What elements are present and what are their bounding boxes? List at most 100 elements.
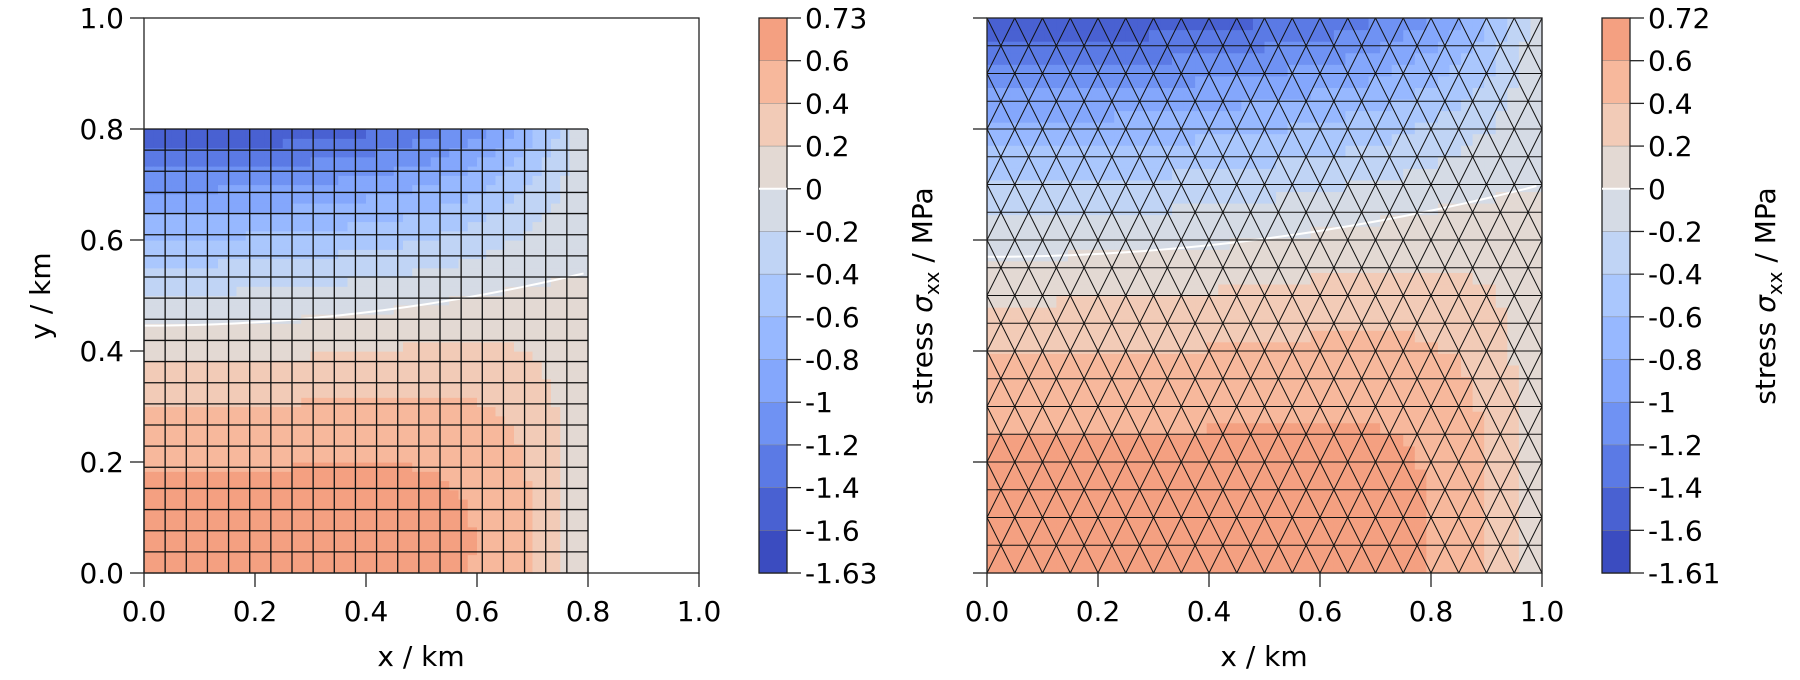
field-cell xyxy=(320,259,330,269)
field-cell xyxy=(560,527,570,537)
field-cell xyxy=(449,379,459,389)
field-cell xyxy=(1091,469,1103,481)
field-cell xyxy=(311,388,321,398)
field-cell xyxy=(357,351,367,361)
field-cell xyxy=(1080,226,1092,238)
field-cell xyxy=(311,416,321,426)
field-cell xyxy=(533,407,543,417)
field-cell xyxy=(468,527,478,537)
field-cell xyxy=(1530,284,1542,296)
field-cell xyxy=(1415,307,1427,319)
field-cell xyxy=(1230,388,1242,400)
field-cell xyxy=(357,499,367,509)
field-cell xyxy=(551,416,561,426)
field-cell xyxy=(209,499,219,509)
field-cell xyxy=(560,194,570,204)
field-cell xyxy=(144,397,154,407)
field-cell xyxy=(264,397,274,407)
field-cell xyxy=(514,138,524,148)
field-cell xyxy=(533,259,543,269)
field-cell xyxy=(1496,457,1508,469)
field-cell xyxy=(338,286,348,296)
field-cell xyxy=(1172,400,1184,412)
field-cell xyxy=(987,284,999,296)
field-cell xyxy=(1080,64,1092,76)
field-cell xyxy=(422,203,432,213)
field-cell xyxy=(1322,423,1334,435)
field-cell xyxy=(514,277,524,287)
field-cell xyxy=(144,203,154,213)
field-cell xyxy=(283,138,293,148)
field-cell xyxy=(1438,492,1450,504)
field-cell xyxy=(1033,226,1045,238)
colorbar-tick-label: -0.6 xyxy=(805,301,860,334)
field-cell xyxy=(1369,388,1381,400)
field-cell xyxy=(551,518,561,528)
field-cell xyxy=(1218,353,1230,365)
field-cell xyxy=(459,379,469,389)
field-cell xyxy=(1530,272,1542,284)
field-cell xyxy=(403,536,413,546)
field-cell xyxy=(1253,157,1265,169)
field-cell xyxy=(366,259,376,269)
field-cell xyxy=(570,286,580,296)
field-cell xyxy=(1438,76,1450,88)
field-cell xyxy=(1461,215,1473,227)
field-cell xyxy=(190,453,200,463)
field-cell xyxy=(1056,191,1068,203)
field-cell xyxy=(542,490,552,500)
field-cell xyxy=(255,305,265,315)
field-cell xyxy=(412,379,422,389)
field-cell xyxy=(1241,538,1253,550)
field-cell xyxy=(505,370,515,380)
field-cell xyxy=(1461,134,1473,146)
field-cell xyxy=(449,194,459,204)
field-cell xyxy=(311,259,321,269)
field-cell xyxy=(311,268,321,278)
field-cell xyxy=(403,148,413,158)
field-cell xyxy=(1149,191,1161,203)
field-cell xyxy=(246,518,256,528)
field-cell xyxy=(1056,446,1068,458)
field-cell xyxy=(1345,157,1357,169)
field-cell xyxy=(1218,330,1230,342)
field-cell xyxy=(422,518,432,528)
field-cell xyxy=(1091,481,1103,493)
field-cell xyxy=(1403,561,1415,573)
field-cell xyxy=(1045,296,1057,308)
field-cell xyxy=(320,305,330,315)
field-cell xyxy=(246,434,256,444)
field-cell xyxy=(514,240,524,250)
field-cell xyxy=(1253,76,1265,88)
field-cell xyxy=(209,425,219,435)
field-cell xyxy=(246,323,256,333)
field-cell xyxy=(1022,215,1034,227)
field-cell xyxy=(1080,446,1092,458)
field-cell xyxy=(153,379,163,389)
colorbar-tick-label: -1.63 xyxy=(805,557,877,590)
field-cell xyxy=(385,444,395,454)
field-cell xyxy=(1010,272,1022,284)
field-cell xyxy=(533,203,543,213)
field-cell xyxy=(172,231,182,241)
field-cell xyxy=(542,157,552,167)
field-cell xyxy=(1010,434,1022,446)
field-cell xyxy=(560,453,570,463)
field-cell xyxy=(274,268,284,278)
field-cell xyxy=(1299,504,1311,516)
field-cell xyxy=(1265,53,1277,65)
field-cell xyxy=(274,471,284,481)
field-cell xyxy=(1426,434,1438,446)
field-cell xyxy=(1426,157,1438,169)
field-cell xyxy=(449,277,459,287)
field-cell xyxy=(209,388,219,398)
field-cell xyxy=(1126,561,1138,573)
field-cell xyxy=(1068,261,1080,273)
field-cell xyxy=(560,370,570,380)
field-cell xyxy=(237,305,247,315)
field-cell xyxy=(385,536,395,546)
field-cell xyxy=(486,323,496,333)
field-cell xyxy=(320,129,330,139)
field-cell xyxy=(1010,538,1022,550)
field-cell xyxy=(1345,53,1357,65)
